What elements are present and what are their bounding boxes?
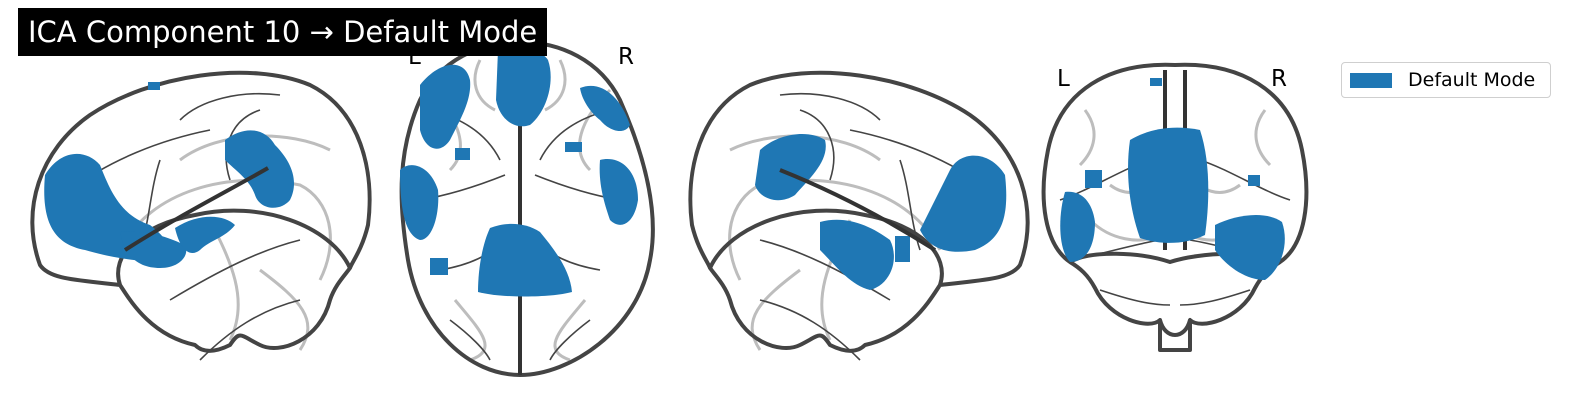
coronal-right-label: R <box>1271 66 1287 92</box>
coronal-view <box>1041 62 1309 352</box>
axial-sulci <box>419 109 621 361</box>
sagittal-left-fissure <box>123 166 270 252</box>
legend: Default Mode <box>1341 62 1551 98</box>
axial-right-label: R <box>618 44 634 70</box>
sagittal-right-activation <box>755 134 1007 290</box>
coronal-activation <box>1060 78 1285 280</box>
sagittal-left-sulci <box>69 92 301 361</box>
sagittal-right-fissure <box>779 168 937 252</box>
sagittal-right-temporal <box>708 208 944 286</box>
axial-ghost-contour <box>428 59 612 362</box>
sagittal-right-outline <box>688 70 1030 353</box>
axial-view <box>399 40 655 377</box>
coronal-brainstem <box>1158 320 1192 352</box>
sagittal-left-view <box>30 70 372 361</box>
legend-label: Default Mode <box>1408 69 1536 91</box>
legend-swatch <box>1350 73 1392 88</box>
figure-title: ICA Component 10 → Default Mode <box>18 8 548 56</box>
sagittal-right-view <box>688 70 1030 361</box>
axial-activation <box>400 47 638 297</box>
sagittal-right-sulci <box>759 92 991 361</box>
coronal-left-label: L <box>1057 66 1070 92</box>
axial-left-label: L <box>408 44 421 70</box>
sagittal-left-activation <box>44 82 295 268</box>
coronal-outline <box>1041 62 1309 337</box>
sagittal-left-outline <box>30 70 372 353</box>
